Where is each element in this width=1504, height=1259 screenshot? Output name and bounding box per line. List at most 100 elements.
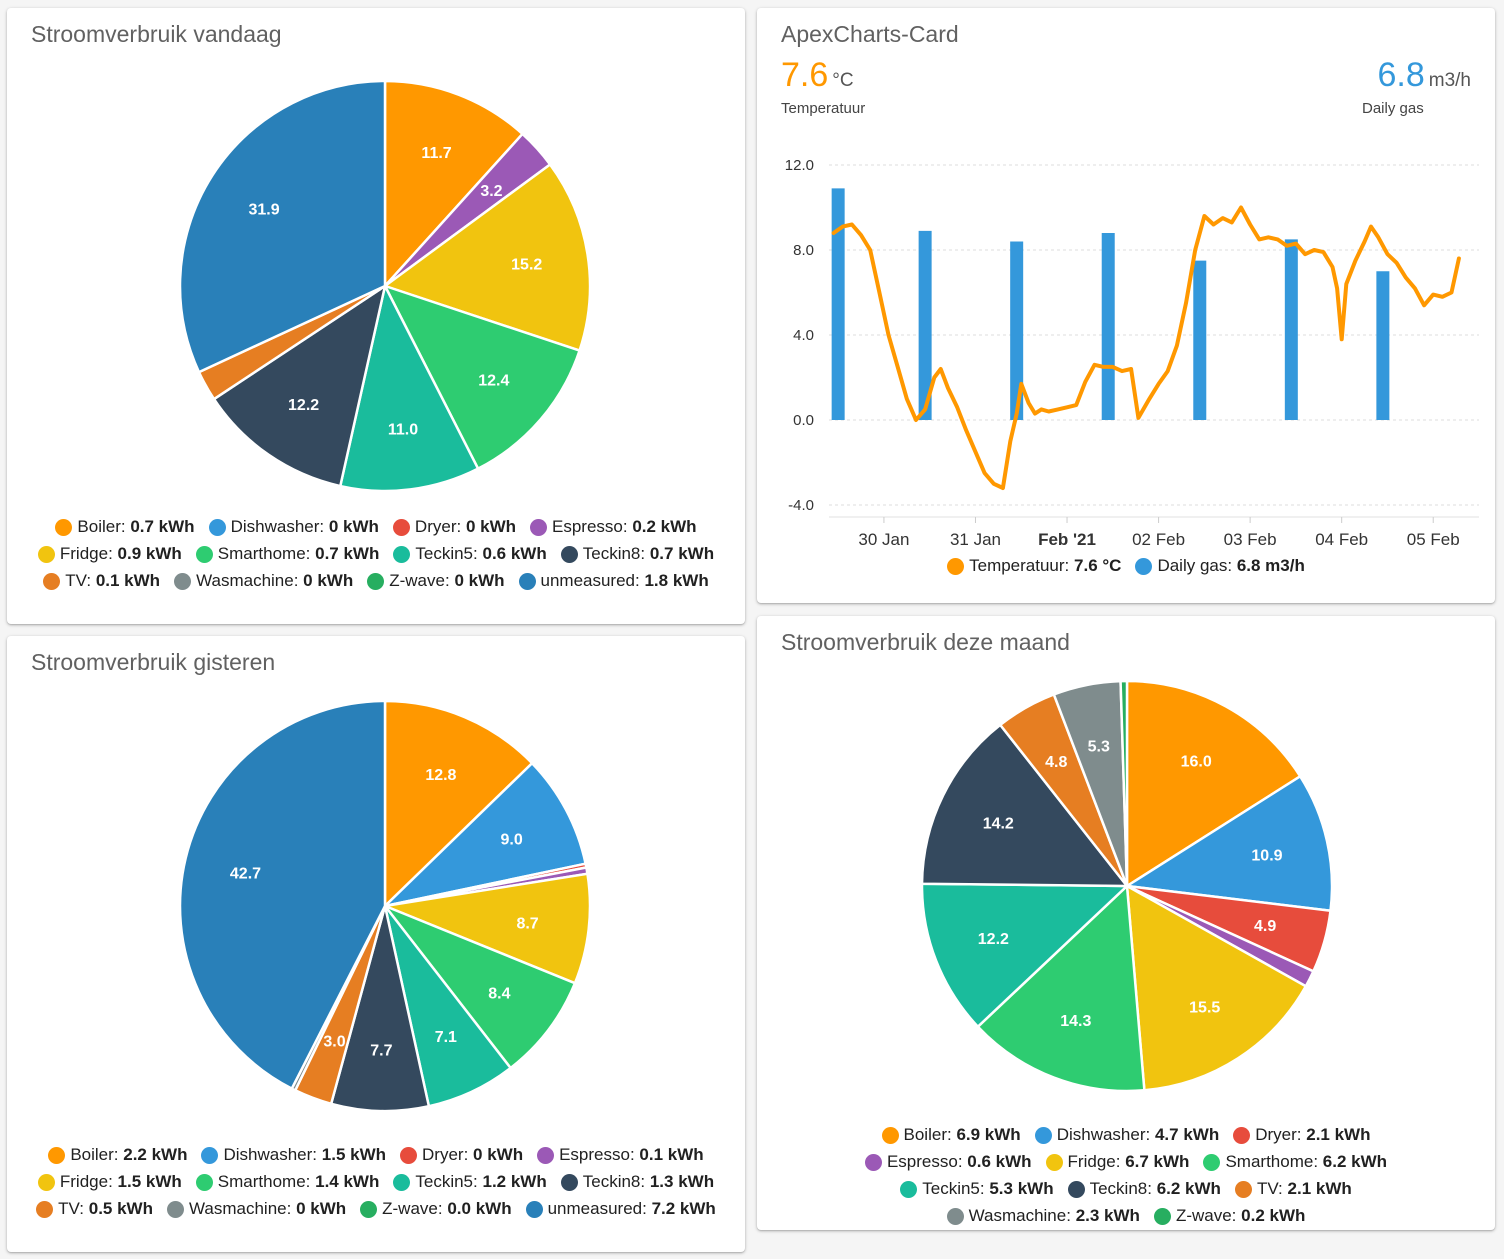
legend-item-dryer[interactable]: Dryer: 2.1 kWh — [1233, 1124, 1370, 1146]
legend-item-espresso[interactable]: Espresso: 0.6 kWh — [864, 1151, 1032, 1173]
legend-label: Teckin5: — [415, 544, 478, 563]
legend-item-dishwasher[interactable]: Dishwasher: 0 kWh — [208, 516, 379, 538]
legend-item-teckin5[interactable]: Teckin5: 5.3 kWh — [900, 1178, 1054, 1200]
legend-value: 1.4 kWh — [315, 1172, 380, 1191]
pie-slice-boiler[interactable] — [383, 699, 534, 909]
legend-label: Dishwasher: — [230, 517, 325, 536]
card-title: Stroomverbruik gisteren — [31, 649, 276, 675]
gas-bar[interactable] — [1284, 239, 1298, 420]
gas-bar[interactable] — [1193, 260, 1207, 420]
legend-item-smarthome[interactable]: Smarthome: 1.4 kWh — [195, 1171, 380, 1193]
legend-item-smarthome[interactable]: Smarthome: 0.7 kWh — [195, 543, 379, 565]
legend-label: Smarthome: — [217, 1172, 311, 1191]
pie-slice-teckin8[interactable] — [212, 283, 387, 488]
pie-slice-fridge[interactable] — [380, 872, 592, 985]
legend-item-dishwasher[interactable]: Dishwasher: 4.7 kWh — [1034, 1124, 1219, 1146]
gas-bar[interactable] — [831, 188, 845, 420]
pie-slice-smarthome[interactable] — [381, 903, 577, 1070]
gas-bar[interactable] — [918, 230, 932, 420]
legend-item-wasmachine[interactable]: Wasmachine: 0 kWh — [174, 570, 353, 592]
legend-label: Fridge: — [1067, 1152, 1121, 1171]
legend-item-espresso[interactable]: Espresso: 0.2 kWh — [530, 516, 697, 538]
legend-item-tv[interactable]: TV: 0.1 kWh — [43, 570, 160, 592]
legend-item-espresso[interactable]: Espresso: 0.1 kWh — [537, 1144, 704, 1166]
legend-item-tv[interactable]: TV: 2.1 kWh — [1234, 1178, 1352, 1200]
legend-item-dryer[interactable]: Dryer: 0 kWh — [392, 516, 516, 538]
legend-label: Fridge: — [59, 1172, 113, 1191]
legend-label: Dryer: — [422, 1145, 469, 1164]
legend-item-gas[interactable]: Daily gas: 6.8 m3/h — [1135, 555, 1305, 577]
legend-value: 0.7 kWh — [130, 517, 195, 536]
legend-marker — [392, 518, 410, 536]
legend-item-z-wave[interactable]: Z-wave: 0.0 kWh — [360, 1198, 512, 1220]
legend-label: Boiler: — [77, 517, 126, 536]
y-tick-label: 0.0 — [793, 412, 814, 429]
legend-item-teckin8[interactable]: Teckin8: 0.7 kWh — [560, 543, 714, 565]
temperature-line[interactable] — [831, 205, 1461, 490]
legend-item-wasmachine[interactable]: Wasmachine: 0 kWh — [166, 1198, 346, 1220]
legend-value: 0.6 kWh — [482, 544, 547, 563]
pie-slice-dishwasher[interactable] — [381, 761, 588, 909]
legend-item-wasmachine[interactable]: Wasmachine: 2.3 kWh — [946, 1205, 1140, 1227]
legend-today: Boiler: 0.7 kWh Dishwasher: 0 kWh Dryer: 0… — [15, 516, 737, 592]
legend-label: Boiler: — [903, 1125, 952, 1144]
gas-bar[interactable] — [1010, 241, 1024, 421]
legend-label: Dryer: — [1255, 1125, 1302, 1144]
legend-item-fridge[interactable]: Fridge: 0.9 kWh — [37, 543, 182, 565]
legend-item-fridge[interactable]: Fridge: 1.5 kWh — [37, 1171, 182, 1193]
gas-bar[interactable] — [1376, 271, 1390, 420]
legend-value: 0.1 kWh — [95, 571, 161, 590]
pie-slice-teckin5[interactable] — [920, 882, 1131, 1029]
legend-item-tv[interactable]: TV: 0.5 kWh — [36, 1198, 153, 1220]
legend-label: Teckin8: — [582, 544, 646, 563]
legend-value: 1.5 kWh — [117, 1172, 182, 1191]
legend-value: 0 kWh — [303, 571, 354, 590]
legend-marker — [900, 1180, 918, 1198]
legend-item-teckin8[interactable]: Teckin8: 1.3 kWh — [560, 1171, 714, 1193]
pie-slice-boiler[interactable] — [1125, 679, 1302, 889]
legend-label: Smarthome: — [217, 544, 311, 563]
legend-value: 0.0 kWh — [447, 1199, 512, 1218]
legend-label: Boiler: — [70, 1145, 119, 1164]
temperature-unit: °C — [832, 70, 854, 91]
legend-month: Boiler: 6.9 kWh Dishwasher: 4.7 kWh Dryer:… — [847, 1124, 1405, 1227]
legend-item-teckin8[interactable]: Teckin8: 6.2 kWh — [1067, 1178, 1221, 1200]
legend-value: 0 kWh — [465, 517, 516, 536]
legend-item-fridge[interactable]: Fridge: 6.7 kWh — [1045, 1151, 1189, 1173]
legend-item-unmeasured[interactable]: unmeasured: 7.2 kWh — [525, 1198, 716, 1220]
legend-item-z-wave[interactable]: Z-wave: 0 kWh — [367, 570, 505, 592]
legend-marker — [393, 545, 411, 563]
gas-bar[interactable] — [1101, 233, 1115, 420]
legend-value: 0.9 kWh — [117, 544, 182, 563]
pie-slice-unmeasured[interactable] — [178, 699, 387, 1091]
legend-value: 7.6 °C — [1074, 556, 1122, 575]
legend-item-boiler[interactable]: Boiler: 2.2 kWh — [48, 1144, 187, 1166]
legend-item-smarthome[interactable]: Smarthome: 6.2 kWh — [1203, 1151, 1387, 1173]
legend-label: Daily gas: — [1157, 556, 1233, 575]
legend-item-dishwasher[interactable]: Dishwasher: 1.5 kWh — [201, 1144, 386, 1166]
legend-label: Dishwasher: — [1056, 1125, 1151, 1144]
legend-item-dryer[interactable]: Dryer: 0 kWh — [400, 1144, 523, 1166]
pie-slice-smarthome[interactable] — [382, 283, 582, 471]
legend-marker — [174, 572, 192, 590]
legend-item-boiler[interactable]: Boiler: 0.7 kWh — [55, 516, 195, 538]
legend-marker — [1234, 1180, 1252, 1198]
x-tick-label: 30 Jan — [858, 530, 909, 549]
pie-slice-fridge[interactable] — [382, 162, 592, 353]
legend-item-unmeasured[interactable]: unmeasured: 1.8 kWh — [518, 570, 709, 592]
pie-slice-z-wave[interactable] — [1119, 679, 1129, 887]
legend-item-z-wave[interactable]: Z-wave: 0.2 kWh — [1153, 1205, 1305, 1227]
legend-item-boiler[interactable]: Boiler: 6.9 kWh — [881, 1124, 1021, 1146]
pie-slice-fridge[interactable] — [1125, 883, 1308, 1092]
pie-slice-teckin8[interactable] — [329, 905, 431, 1113]
slice-label-boiler: 12.8 — [425, 767, 456, 784]
slice-label-dishwasher: 10.9 — [1251, 847, 1282, 864]
legend-item-teckin5[interactable]: Teckin5: 0.6 kWh — [393, 543, 547, 565]
pie-slice-smarthome[interactable] — [976, 883, 1146, 1093]
pie-slice-unmeasured[interactable] — [178, 79, 387, 374]
legend-item-teckin5[interactable]: Teckin5: 1.2 kWh — [393, 1171, 547, 1193]
pie-slice-dishwasher[interactable] — [1123, 774, 1334, 913]
pie-slice-teckin8[interactable] — [920, 723, 1130, 888]
pie-slice-boiler[interactable] — [383, 79, 525, 290]
legend-item-temp[interactable]: Temperatuur: 7.6 °C — [947, 555, 1121, 577]
